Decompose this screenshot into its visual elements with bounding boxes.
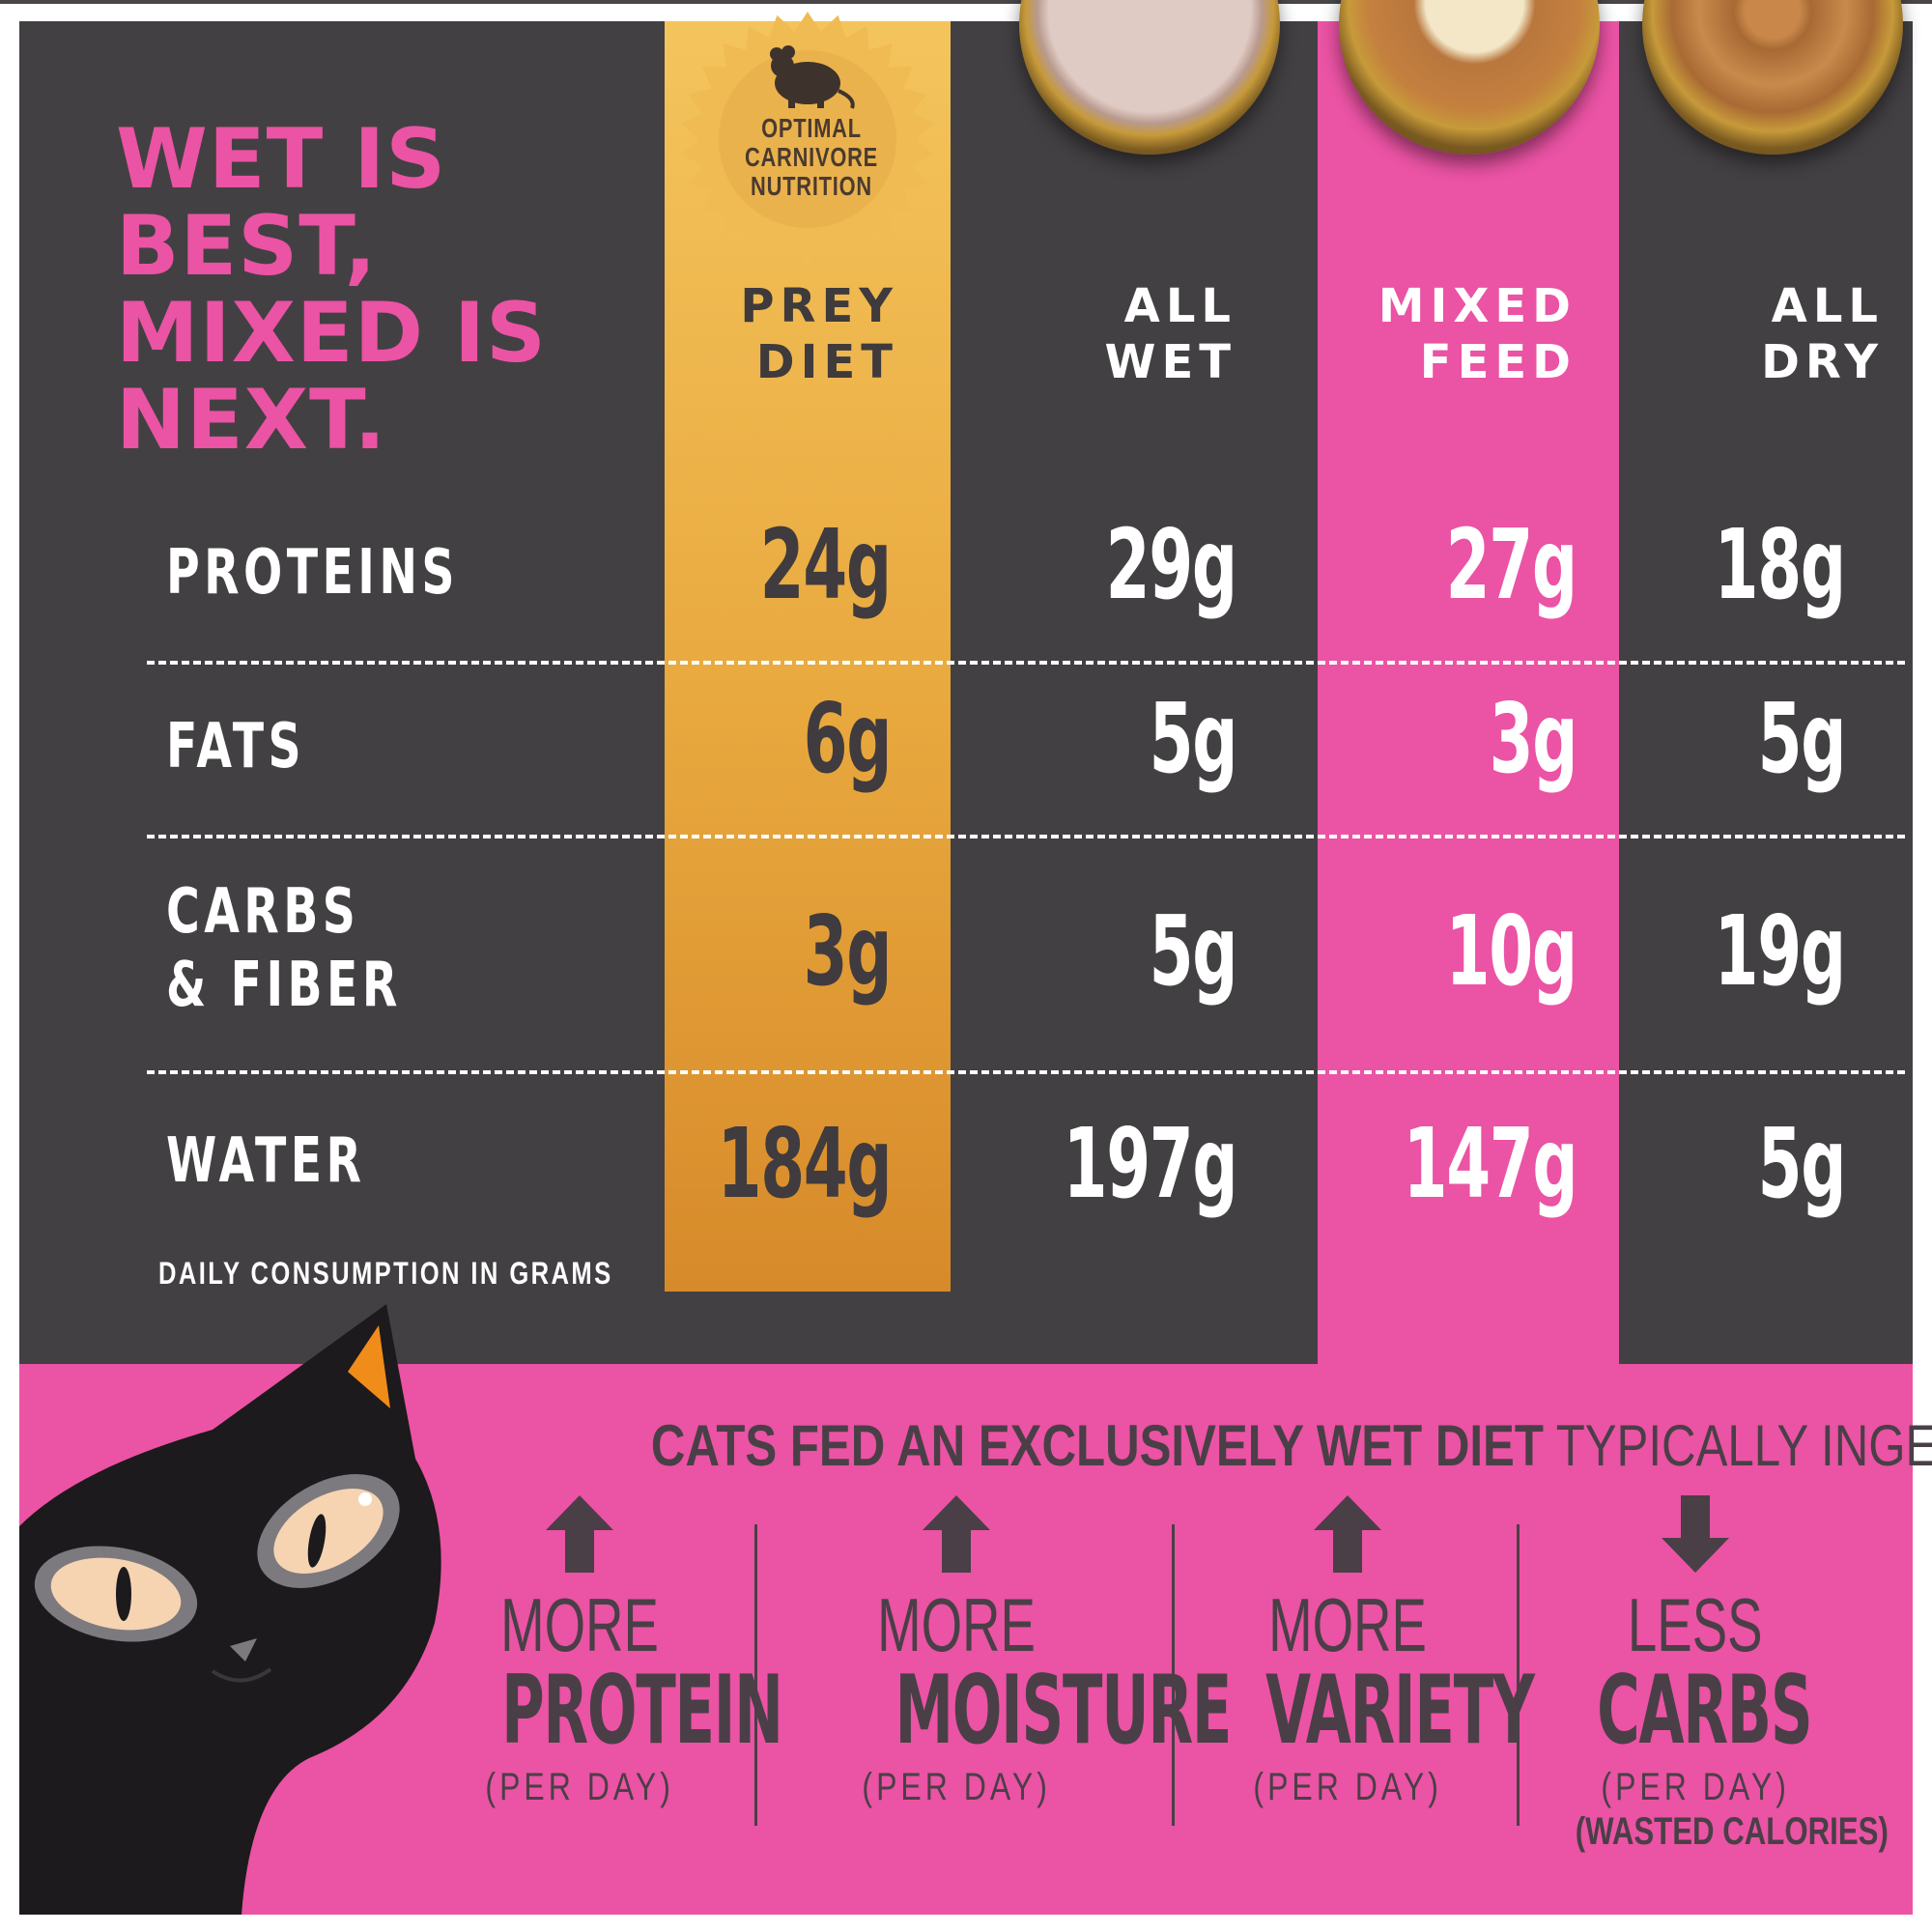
row-label-proteins: PROTEINS — [166, 536, 561, 610]
value-text: 5g — [1149, 895, 1237, 1008]
value-text: 147g — [1403, 1107, 1577, 1220]
bottom-title-bold: CATS FED AN EXCLUSIVELY WET DIET — [650, 1413, 1544, 1478]
benefit-big: VARIETY — [1265, 1656, 1535, 1766]
benefit-big: CARBS — [1597, 1656, 1813, 1766]
value-text: 3g — [1489, 682, 1577, 795]
value-cell: 18g — [1555, 508, 1846, 621]
row-label-fats: FATS — [166, 710, 355, 783]
benefit-per-day: (PER DAY) — [1253, 1766, 1442, 1808]
value-cell: 27g — [1287, 512, 1577, 618]
column-header-line: ALL — [1771, 279, 1884, 333]
value-cell: 5g — [947, 682, 1237, 795]
row-label-line: & FIBER — [166, 950, 402, 1021]
benefit-per-day: (PER DAY) — [485, 1766, 674, 1808]
value-cell: 197g — [947, 1107, 1237, 1220]
value-cell: 5g — [947, 895, 1237, 1008]
value-text: 19g — [1714, 895, 1846, 1008]
value-cell: 29g — [947, 508, 1237, 621]
benefit-moisture: MORE MOISTURE (PER DAY) — [792, 1495, 1232, 1809]
seal-line: OPTIMAL — [761, 113, 862, 143]
column-header-line: WET — [1104, 335, 1236, 389]
value-text: 6g — [803, 682, 892, 795]
column-header-line: FEED — [1419, 335, 1577, 389]
value-text: 184g — [717, 1107, 892, 1220]
value-cell: 19g — [1555, 895, 1846, 1008]
row-label-line: CARBS — [166, 876, 360, 948]
benefit-per-day: (PER DAY) — [862, 1766, 1051, 1808]
benefit-per-day: (PER DAY) — [1601, 1766, 1790, 1808]
black-cat-illustration — [19, 1304, 441, 1915]
bottom-title: CATS FED AN EXCLUSIVELY WET DIET TYPICAL… — [502, 1412, 1932, 1480]
row-label-water: WATER — [166, 1124, 436, 1198]
footnote: DAILY CONSUMPTION IN GRAMS — [158, 1256, 613, 1291]
row-divider — [147, 1070, 1905, 1074]
value-text: 24g — [759, 508, 892, 621]
row-label-carbs-fiber: CARBS & FIBER — [166, 875, 484, 1022]
value-cell: 5g — [1555, 1107, 1846, 1220]
value-text: 197g — [1063, 1107, 1237, 1220]
mixed-feed-column-highlight — [1318, 21, 1619, 1364]
row-label-line: FATS — [166, 711, 306, 782]
column-header-line: DIET — [755, 335, 898, 389]
value-text: 5g — [1757, 682, 1846, 795]
row-divider — [147, 835, 1905, 838]
column-header-line: PREY — [740, 279, 898, 333]
seal-line: CARNIVORE — [744, 142, 879, 172]
benefit-protein: MORE PROTEIN (PER DAY) — [415, 1495, 783, 1809]
value-cell: 24g — [601, 508, 892, 621]
benefit-big: MOISTURE — [895, 1656, 1233, 1766]
value-text: 18g — [1714, 508, 1846, 621]
benefit-small: MORE — [1268, 1582, 1427, 1667]
benefit-carbs: LESS CARBS (PER DAY) (WASTED CALORIES) — [1531, 1495, 1889, 1854]
column-header-prey-diet: PREY DIET — [628, 278, 898, 390]
value-cell: 3g — [1287, 686, 1577, 792]
value-text: 5g — [1757, 1107, 1846, 1220]
up-arrow-icon — [546, 1495, 613, 1573]
seal-line: NUTRITION — [751, 171, 872, 201]
benefit-separator — [1517, 1524, 1520, 1826]
column-header-line: MIXED — [1378, 279, 1577, 333]
value-cell: 6g — [601, 682, 892, 795]
column-header-mixed-feed: MIXED FEED — [1306, 278, 1577, 390]
row-label-line: PROTEINS — [166, 537, 459, 609]
column-header-line: ALL — [1123, 279, 1236, 333]
seal-text: OPTIMAL CARNIVORE NUTRITION — [736, 114, 887, 201]
benefit-separator — [1172, 1524, 1175, 1826]
benefit-note: (WASTED CALORIES) — [1575, 1810, 1889, 1853]
down-arrow-icon — [1662, 1495, 1729, 1573]
value-text: 3g — [803, 895, 892, 1008]
benefit-separator — [754, 1524, 757, 1826]
headline: WET IS BEST, MIXED IS NEXT. — [116, 111, 547, 469]
value-cell: 5g — [1555, 682, 1846, 795]
value-text: 5g — [1149, 682, 1237, 795]
value-cell: 3g — [601, 895, 892, 1008]
benefit-small: MORE — [877, 1582, 1036, 1667]
benefit-small: MORE — [500, 1582, 659, 1667]
mouse-icon — [770, 45, 855, 109]
value-text: 10g — [1445, 895, 1577, 1008]
up-arrow-icon — [1314, 1495, 1381, 1573]
nutrition-seal-icon — [681, 12, 934, 267]
value-cell: 184g — [601, 1107, 892, 1220]
up-arrow-icon — [923, 1495, 990, 1573]
value-cell: 10g — [1287, 898, 1577, 1005]
column-header-all-dry: ALL DRY — [1613, 278, 1884, 390]
value-text: 29g — [1105, 508, 1237, 621]
value-text: 27g — [1445, 508, 1577, 621]
top-border — [0, 0, 1932, 4]
bottom-title-rest: TYPICALLY INGEST: — [1555, 1413, 1932, 1478]
benefit-big: PROTEIN — [501, 1656, 783, 1766]
benefit-small: LESS — [1628, 1582, 1763, 1667]
value-cell: 147g — [1287, 1111, 1577, 1217]
row-label-line: WATER — [166, 1125, 366, 1197]
column-header-all-wet: ALL WET — [966, 278, 1236, 390]
benefit-variety: MORE VARIETY (PER DAY) — [1183, 1495, 1535, 1809]
column-header-line: DRY — [1761, 335, 1884, 389]
row-divider — [147, 661, 1905, 665]
